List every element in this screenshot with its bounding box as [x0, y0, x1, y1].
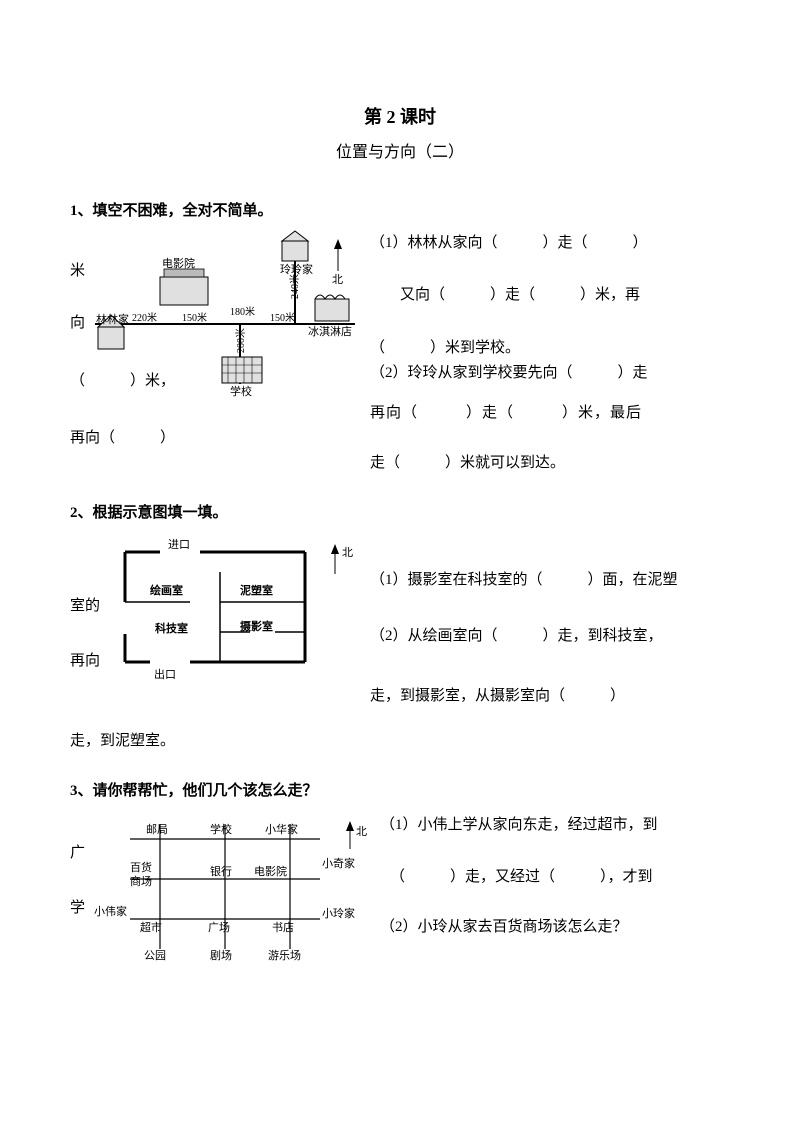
- q2-line3: 走，到摄影室，从摄影室向（ ）: [370, 682, 730, 711]
- svg-text:商场: 商场: [130, 874, 152, 888]
- q3-streetmap-figure: 邮局 学校 小华家 百货 商场 银行 电影院 小奇家 小伟家 超市 广场 书店 …: [90, 809, 360, 969]
- svg-text:林林家: 林林家: [96, 312, 129, 326]
- svg-text:银行: 银行: [210, 864, 232, 878]
- worksheet-page: { "header": { "lesson": "第 2 课时", "title…: [0, 0, 800, 1132]
- svg-text:出口: 出口: [154, 667, 176, 681]
- svg-text:泥塑室: 泥塑室: [240, 583, 273, 597]
- svg-text:书店: 书店: [272, 920, 294, 934]
- q1-leftfrag-d: 再向（ ）: [70, 424, 175, 453]
- svg-text:220米: 220米: [132, 311, 157, 324]
- svg-text:小玲家: 小玲家: [322, 906, 355, 920]
- q2-leftfrag-b: 再向: [70, 647, 100, 676]
- svg-text:百货: 百货: [130, 860, 152, 874]
- svg-text:北: 北: [342, 546, 353, 559]
- svg-text:小奇家: 小奇家: [322, 856, 355, 870]
- svg-text:180米: 180米: [230, 305, 255, 318]
- q3-leftfrag-a: 广: [70, 839, 85, 868]
- svg-text:剧场: 剧场: [210, 948, 232, 962]
- q3-line1: （1）小伟上学从家向东走，经过超市，到: [380, 811, 730, 840]
- svg-text:邮局: 邮局: [146, 823, 168, 836]
- svg-text:北: 北: [332, 273, 343, 286]
- q1-leftfrag-b: 向: [70, 309, 85, 338]
- svg-text:冰淇淋店: 冰淇淋店: [308, 324, 352, 338]
- q1-heading: 1、填空不困难，全对不简单。: [70, 197, 730, 226]
- q3-line2: （ ）走，又经过（ ），才到: [390, 863, 730, 892]
- svg-text:科技室: 科技室: [155, 621, 188, 635]
- lesson-number: 第 2 课时: [70, 100, 730, 134]
- svg-text:玲玲家: 玲玲家: [280, 262, 313, 276]
- q1-line2: 又向（ ）走（ ）米，再: [400, 281, 640, 310]
- q2-leftfrag-a: 室的: [70, 592, 100, 621]
- q1-line6: 走（ ）米就可以到达。: [370, 449, 565, 478]
- svg-text:绘画室: 绘画室: [150, 583, 183, 597]
- svg-text:游乐场: 游乐场: [268, 948, 301, 962]
- q1-leftfrag-a: 米: [70, 257, 85, 286]
- q3-leftfrag-b: 学: [70, 894, 85, 923]
- svg-text:小华家: 小华家: [265, 822, 298, 836]
- q2-heading: 2、根据示意图填一填。: [70, 499, 730, 528]
- q1-line1: （1）林林从家向（ ）走（ ）: [370, 229, 648, 258]
- svg-text:学校: 学校: [210, 822, 232, 836]
- q2-floorplan-figure: 进口 出口 绘画室 泥塑室 科技室 摄影室 北: [90, 532, 360, 692]
- q1-leftfrag-c: （ ）米，: [70, 367, 175, 396]
- q2-tail: 走，到泥塑室。: [70, 727, 175, 756]
- q1-section: 林林家 电影院 玲玲家 冰淇淋店: [70, 229, 730, 439]
- lesson-title: 位置与方向（二）: [70, 138, 730, 168]
- q1-line4: （2）玲玲从家到学校要先向（ ）走: [370, 359, 730, 388]
- q3-heading: 3、请你帮帮忙，他们几个该怎么走？: [70, 777, 730, 806]
- q1-line5: 再向（ ）走（ ）米，最后: [370, 399, 730, 428]
- q2-line2: （2）从绘画室向（ ）走，到科技室，: [370, 622, 730, 651]
- svg-text:超市: 超市: [140, 920, 162, 934]
- svg-text:200米: 200米: [234, 328, 247, 353]
- svg-text:电影院: 电影院: [254, 864, 287, 878]
- q3-section: 邮局 学校 小华家 百货 商场 银行 电影院 小奇家 小伟家 超市 广场 书店 …: [70, 809, 730, 1029]
- svg-text:学校: 学校: [230, 384, 252, 398]
- svg-text:电影院: 电影院: [162, 256, 195, 270]
- svg-text:150米: 150米: [182, 311, 207, 324]
- svg-text:小伟家: 小伟家: [94, 904, 127, 918]
- svg-text:150米: 150米: [270, 311, 295, 324]
- q2-line1: （1）摄影室在科技室的（ ）面，在泥塑: [370, 566, 730, 595]
- svg-text:摄影室: 摄影室: [240, 619, 273, 633]
- svg-text:进口: 进口: [168, 538, 190, 551]
- q2-section: 进口 出口 绘画室 泥塑室 科技室 摄影室 北 室的 再向 （1）摄影室在科技室…: [70, 532, 730, 732]
- svg-text:公园: 公园: [144, 949, 166, 962]
- svg-text:北: 北: [356, 825, 367, 838]
- q3-line3: （2）小玲从家去百货商场该怎么走？: [380, 913, 730, 942]
- svg-text:240米: 240米: [288, 274, 301, 299]
- svg-text:广场: 广场: [208, 920, 230, 934]
